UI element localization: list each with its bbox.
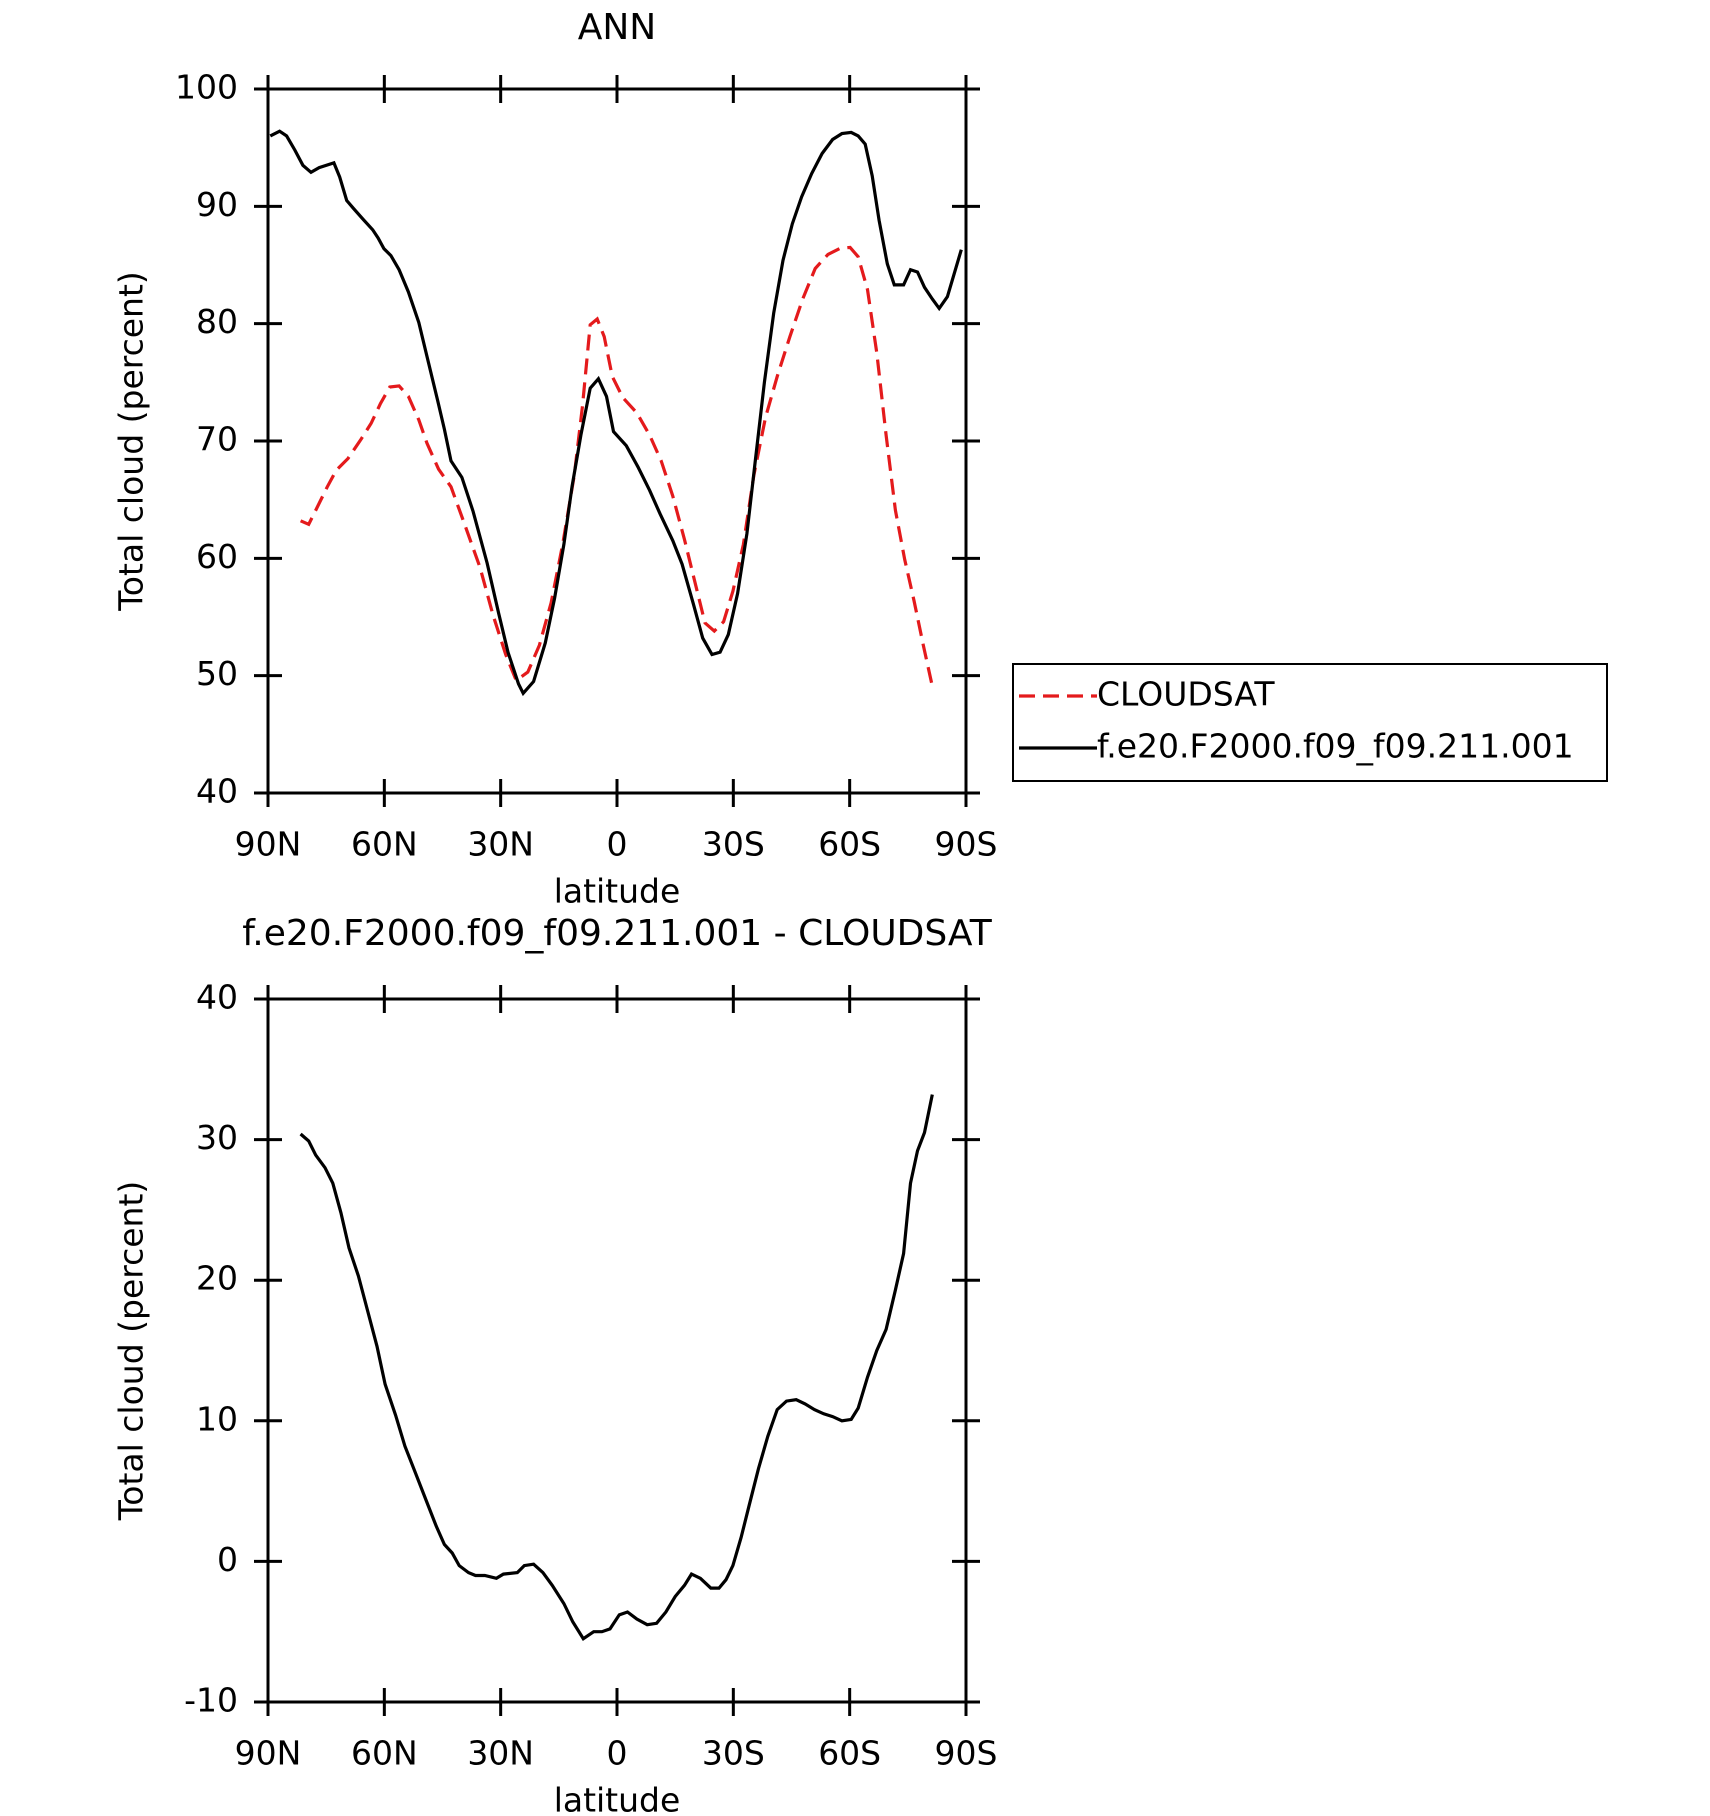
x-tick-label: 30N [467, 825, 534, 864]
y-tick-label: 70 [196, 420, 238, 459]
y-tick-label: 10 [196, 1399, 238, 1438]
y-axis-label: Total cloud (percent) [112, 1181, 151, 1522]
y-tick-label: 0 [217, 1540, 238, 1579]
y-tick-label: 40 [196, 978, 238, 1017]
legend-label: f.e20.F2000.f09_f09.211.001 [1097, 727, 1574, 766]
x-tick-label: 30S [702, 1734, 765, 1773]
y-tick-label: 30 [196, 1118, 238, 1157]
data-line [299, 245, 934, 687]
y-axis-label: Total cloud (percent) [112, 271, 151, 612]
chart-title: ANN [578, 7, 657, 48]
chart-title: f.e20.F2000.f09_f09.211.001 - CLOUDSAT [242, 913, 992, 954]
data-line [299, 1094, 934, 1641]
y-tick-label: 90 [196, 185, 238, 224]
legend: CLOUDSAT f.e20.F2000.f09_f09.211.001 [1012, 663, 1608, 782]
x-axis-label: latitude [554, 1781, 681, 1816]
y-tick-label: 100 [175, 68, 238, 107]
y-tick-label: 20 [196, 1259, 238, 1298]
x-tick-label: 30S [702, 825, 765, 864]
x-tick-label: 90N [235, 1734, 302, 1773]
x-tick-label: 90S [935, 825, 998, 864]
y-tick-label: -10 [184, 1681, 238, 1720]
plot-frame [266, 997, 968, 1704]
x-tick-label: 60N [351, 1734, 418, 1773]
x-tick-label: 60S [818, 1734, 881, 1773]
x-tick-label: 90S [935, 1734, 998, 1773]
data-line [269, 129, 963, 697]
x-tick-label: 90N [235, 825, 302, 864]
x-axis-label: latitude [554, 872, 681, 911]
y-tick-label: 40 [196, 772, 238, 811]
x-tick-label: 30N [467, 1734, 534, 1773]
legend-box [1012, 663, 1608, 782]
x-tick-label: 0 [607, 825, 628, 864]
plot-frame [266, 87, 968, 795]
legend-label: CLOUDSAT [1097, 675, 1275, 714]
x-tick-label: 0 [607, 1734, 628, 1773]
y-tick-label: 80 [196, 302, 238, 341]
y-tick-label: 50 [196, 654, 238, 693]
x-tick-label: 60N [351, 825, 418, 864]
x-tick-label: 60S [818, 825, 881, 864]
y-tick-label: 60 [196, 537, 238, 576]
